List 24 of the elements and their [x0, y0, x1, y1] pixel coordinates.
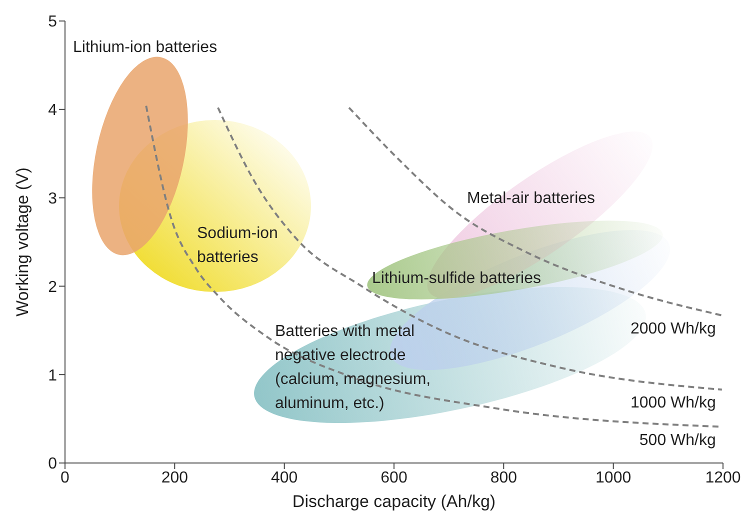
x-tick-label: 0 — [60, 469, 70, 486]
annotation: Lithium-sulfide batteries — [372, 270, 541, 287]
annotation: Batteries with metal negative electrode (calcium, magnesium, aluminum, etc.) — [275, 323, 431, 412]
y-tick-label: 0 — [48, 456, 58, 473]
annotation: Metal-air batteries — [467, 190, 596, 207]
y-tick-label: 4 — [48, 102, 58, 120]
y-tick-label: 2 — [48, 278, 58, 296]
x-tick-label: 600 — [380, 469, 408, 486]
line-series — [348, 106, 723, 316]
annotation: Sodium-ion batteries — [197, 225, 278, 266]
x-tick-label: 200 — [161, 469, 188, 486]
y-tick-label: 5 — [48, 14, 58, 31]
annotation: Lithium-ion batteries — [73, 39, 218, 56]
x-axis-title: Discharge capacity (Ah/kg) — [292, 492, 496, 511]
series-label: 1000 Wh/kg — [630, 394, 716, 412]
series-label: 2000 Wh/kg — [630, 320, 716, 338]
y-tick-label: 3 — [48, 190, 58, 208]
x-tick-label: 800 — [490, 469, 518, 486]
x-tick-label: 1200 — [705, 469, 741, 486]
y-tick-label: 1 — [48, 367, 58, 384]
series-label: 500 Wh/kg — [639, 432, 716, 449]
y-axis-title: Working voltage (V) — [13, 168, 32, 316]
x-tick-label: 400 — [270, 469, 298, 486]
x-tick-label: 1000 — [596, 469, 632, 486]
